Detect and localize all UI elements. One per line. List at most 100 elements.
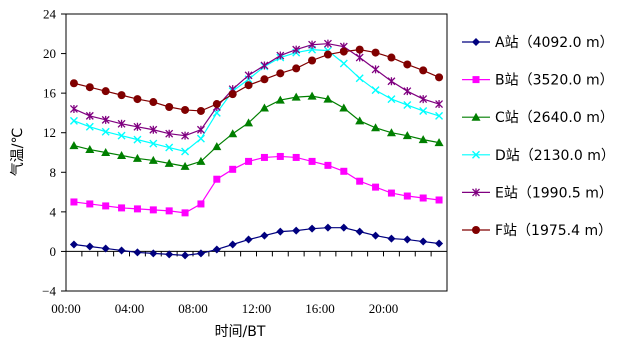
series-e — [69, 39, 444, 140]
y-tick-label: 0 — [50, 244, 57, 259]
data-point — [308, 224, 317, 233]
data-point — [308, 56, 317, 65]
data-point — [403, 101, 412, 110]
data-point — [371, 86, 380, 95]
data-point — [118, 204, 126, 212]
data-point — [181, 105, 190, 114]
data-point — [259, 103, 269, 112]
data-point — [212, 142, 222, 151]
data-point — [133, 122, 142, 131]
data-point — [403, 60, 412, 69]
x-axis-ticks: 00:00 04:00 08:00 12:00 16:00 20:00 — [51, 251, 448, 316]
data-point — [132, 153, 142, 162]
data-point — [228, 129, 238, 138]
data-point — [435, 196, 443, 204]
data-point — [244, 81, 253, 90]
legend-marker — [471, 112, 481, 121]
series-b — [70, 152, 443, 217]
data-point — [419, 194, 427, 202]
data-point — [260, 61, 269, 70]
data-point — [434, 138, 444, 147]
data-point — [435, 73, 444, 82]
data-point — [403, 192, 411, 200]
series-a — [69, 223, 444, 260]
legend-label: E站（1990.5 m） — [495, 185, 613, 201]
data-point — [387, 77, 396, 86]
data-point — [292, 226, 301, 235]
data-point — [165, 102, 174, 111]
legend-item-d: D站（2130.0 m） — [462, 148, 615, 164]
data-point — [133, 135, 142, 144]
data-point — [355, 74, 364, 83]
legend-label: F站（1975.4 m） — [495, 223, 612, 239]
data-point — [101, 115, 110, 124]
y-tick-label: 8 — [50, 165, 57, 180]
data-point — [386, 128, 396, 137]
data-point — [212, 245, 221, 254]
data-point — [101, 127, 110, 136]
data-point — [387, 95, 396, 104]
data-point — [275, 95, 285, 104]
data-point — [260, 75, 269, 84]
y-tick-label: 16 — [43, 86, 57, 101]
series-line-e — [73, 43, 440, 137]
data-point — [117, 91, 126, 100]
data-point — [196, 156, 206, 165]
legend-item-a: A站（4092.0 m） — [462, 35, 614, 51]
data-point — [117, 150, 127, 159]
data-point — [196, 106, 205, 115]
data-point — [402, 131, 412, 140]
legend-marker — [472, 188, 480, 197]
series-f — [69, 45, 444, 115]
x-tick-label: 08:00 — [178, 301, 208, 316]
data-point — [323, 223, 332, 232]
series-line-c — [73, 95, 440, 167]
data-point — [228, 240, 237, 249]
series-c — [69, 91, 444, 170]
data-point — [164, 158, 174, 167]
series-line-b — [73, 155, 440, 214]
data-point — [419, 66, 428, 75]
y-tick-label: 4 — [50, 204, 57, 219]
data-point — [101, 148, 111, 156]
data-point — [308, 40, 317, 49]
data-point — [229, 165, 237, 173]
data-point — [85, 242, 94, 251]
data-point — [356, 177, 364, 185]
data-point — [276, 69, 285, 78]
data-point — [149, 206, 157, 214]
legend-marker — [472, 76, 480, 84]
x-tick-label: 04:00 — [115, 301, 145, 316]
series-d — [69, 45, 444, 156]
data-point — [85, 122, 94, 131]
data-point — [133, 205, 141, 213]
data-point — [244, 118, 254, 127]
y-axis-title: 气温/℃ — [10, 128, 26, 176]
data-point — [245, 157, 253, 165]
data-point — [102, 202, 110, 210]
data-point — [181, 251, 190, 260]
data-point — [117, 119, 126, 128]
y-tick-label: −4 — [42, 284, 56, 299]
data-point — [419, 237, 428, 246]
data-point — [165, 129, 174, 138]
data-point — [85, 111, 94, 120]
x-tick-label: 00:00 — [51, 301, 81, 316]
data-point — [181, 131, 190, 140]
data-point — [339, 223, 348, 232]
data-point — [69, 116, 78, 125]
legend-item-e: E站（1990.5 m） — [462, 185, 613, 201]
data-point — [70, 198, 78, 206]
data-point — [196, 125, 205, 134]
data-point — [403, 87, 412, 96]
y-tick-label: 12 — [43, 125, 56, 140]
data-point — [117, 131, 126, 140]
legend-marker — [472, 150, 480, 159]
data-point — [181, 147, 190, 156]
data-point — [133, 95, 142, 104]
data-point — [291, 92, 301, 101]
x-axis-title: 时间/BT — [215, 324, 266, 340]
data-point — [244, 71, 253, 80]
legend-marker — [472, 38, 480, 46]
